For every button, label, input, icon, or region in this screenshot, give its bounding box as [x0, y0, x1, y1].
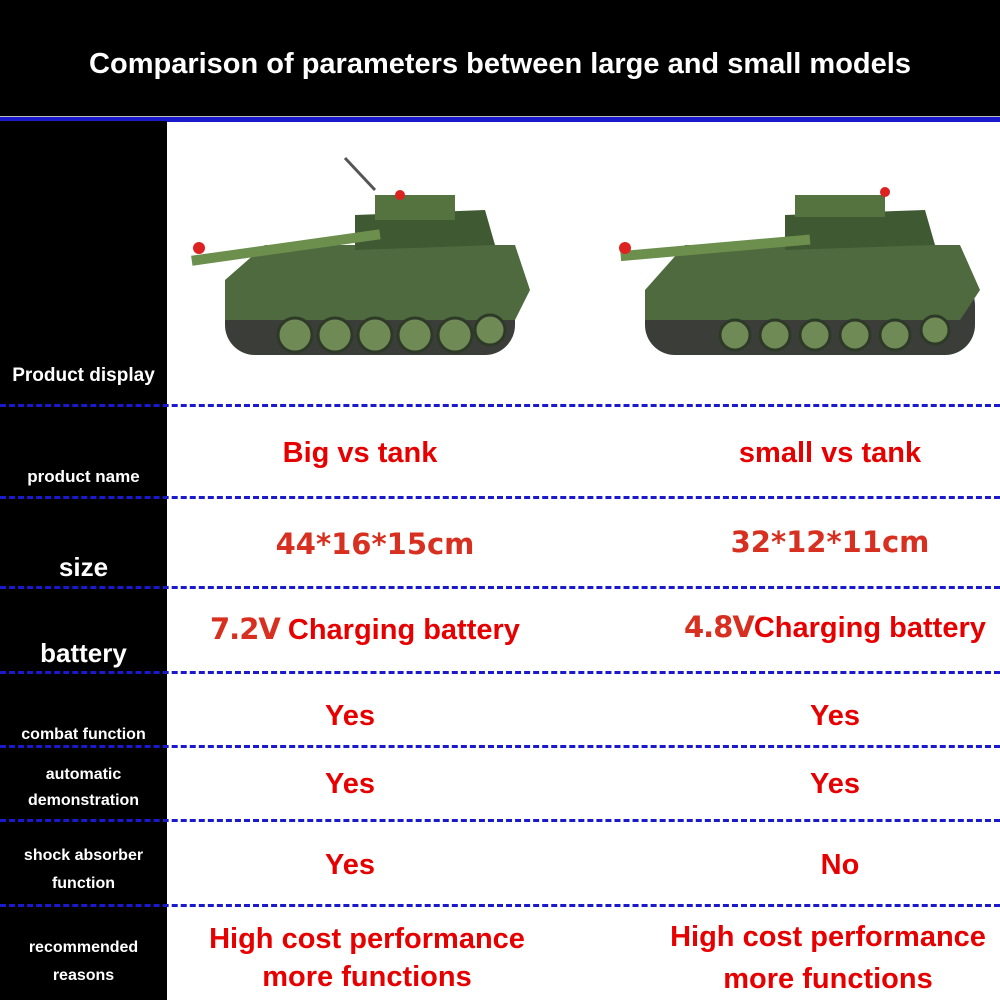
reason-line: more functions — [723, 963, 933, 995]
reason-line: High cost performance — [670, 921, 986, 953]
label-column — [0, 121, 167, 1000]
row-divider — [0, 586, 1000, 589]
big-voltage: 7.2V — [210, 612, 281, 646]
big-size: 44*16*15cm — [275, 527, 475, 561]
large-tank-image — [191, 156, 530, 355]
big-auto-demo: Yes — [325, 768, 375, 800]
big-shock-absorber: Yes — [325, 849, 375, 881]
small-shock-absorber: No — [820, 849, 860, 881]
small-product-name: small vs tank — [738, 437, 922, 469]
page-title: Comparison of parameters between large a… — [89, 48, 911, 80]
big-battery-type: Charging battery — [287, 614, 520, 646]
big-battery: 7.2V Charging battery — [210, 612, 610, 647]
label-line: automatic — [45, 766, 122, 783]
reason-line: more functions — [262, 961, 472, 993]
small-auto-demo: Yes — [810, 768, 860, 800]
label-line: function — [51, 875, 116, 892]
reason-line: High cost performance — [209, 923, 525, 955]
small-voltage: 4.8V — [684, 610, 755, 644]
label-product-display: Product display — [12, 365, 155, 386]
label-recommended-reasons: recommended reasons — [0, 934, 167, 990]
small-size: 32*12*11cm — [730, 525, 930, 559]
row-divider — [0, 671, 1000, 674]
label-line: shock absorber — [23, 847, 144, 864]
label-product-name: product name — [27, 467, 140, 486]
big-product-name: Big vs tank — [282, 437, 438, 469]
label-line: recommended — [28, 939, 139, 956]
label-combat-function: combat function — [21, 726, 146, 743]
row-divider — [0, 904, 1000, 907]
small-reasons: High cost performance more functions — [628, 916, 1000, 1000]
row-divider — [0, 745, 1000, 748]
header: Comparison of parameters between large a… — [0, 0, 1000, 116]
label-automatic-demonstration: automatic demonstration — [0, 762, 167, 814]
label-line: demonstration — [27, 792, 140, 809]
row-divider — [0, 496, 1000, 499]
small-battery-type: Charging battery — [753, 612, 986, 644]
row-divider — [0, 404, 1000, 407]
small-combat: Yes — [810, 700, 860, 732]
big-combat: Yes — [325, 700, 375, 732]
label-size: size — [58, 552, 109, 582]
small-battery: 4.8VCharging battery — [684, 610, 1000, 645]
divider — [0, 116, 1000, 122]
label-shock-absorber: shock absorber function — [0, 842, 167, 898]
big-reasons: High cost performance more functions — [167, 920, 567, 996]
label-line: reasons — [52, 967, 115, 984]
label-battery: battery — [40, 638, 127, 668]
row-divider — [0, 819, 1000, 822]
small-tank-image — [619, 187, 980, 355]
